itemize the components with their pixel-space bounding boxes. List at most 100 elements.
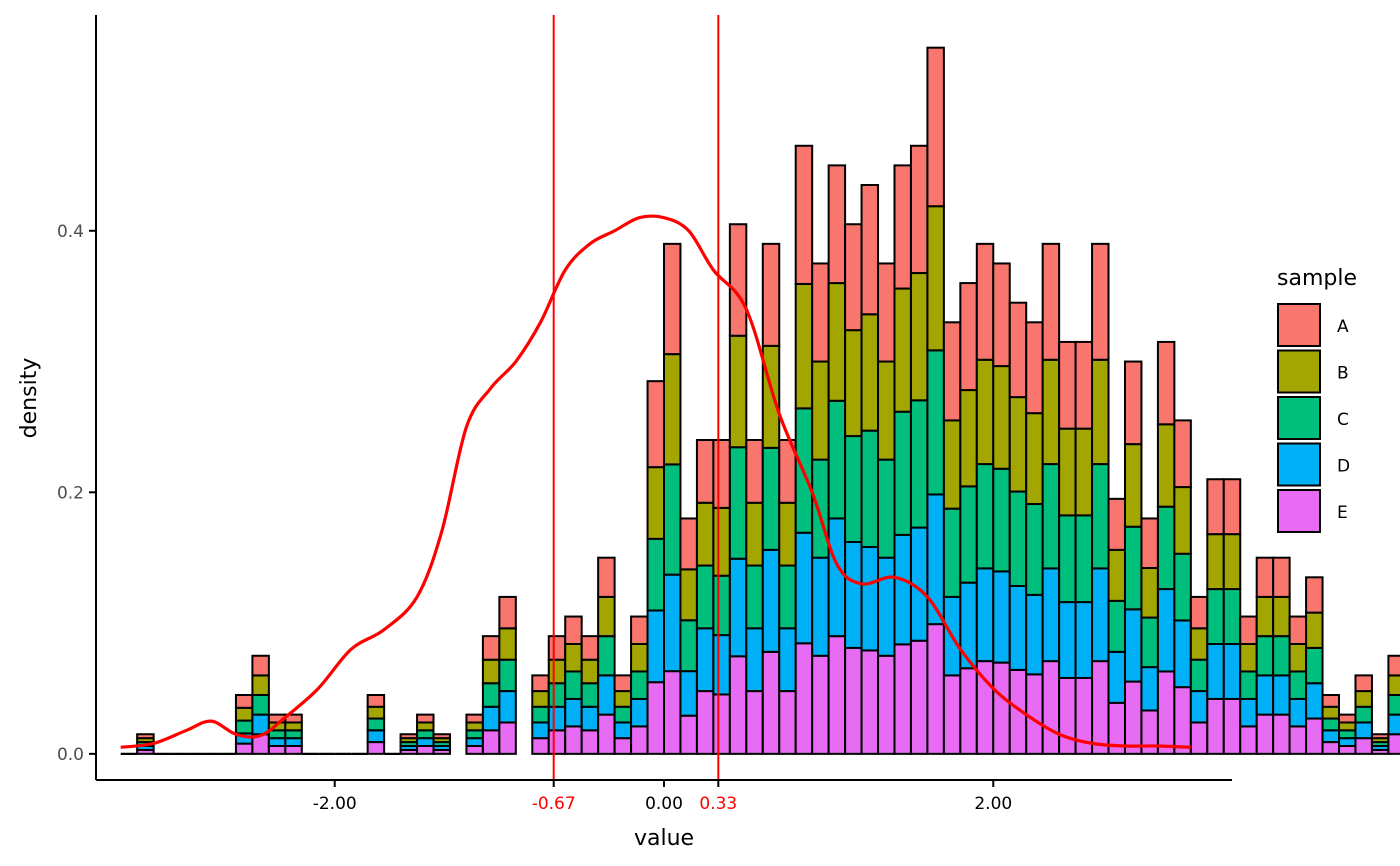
bar-segment-B xyxy=(1041,358,1061,466)
bar-segment-E xyxy=(745,690,764,755)
bar-segment-A xyxy=(366,694,386,708)
bar-segment-A xyxy=(679,517,698,571)
bar-segment-D xyxy=(1206,643,1225,700)
bar-segment-A xyxy=(1041,242,1061,361)
bar-segment-C xyxy=(613,705,633,724)
bar-segment-E xyxy=(1338,745,1357,755)
bar-segment-D xyxy=(778,627,797,693)
legend-title: sample xyxy=(1277,266,1357,291)
bar-segment-E xyxy=(942,674,962,755)
bar-segment-A xyxy=(909,144,929,275)
bar-segment-C xyxy=(284,729,303,740)
y-axis-ticks: 0.0 0.2 0.4 xyxy=(57,222,96,765)
bar-segment-A xyxy=(1222,478,1242,536)
x-tick-label: 0.00 xyxy=(645,794,683,814)
bar-segment-A xyxy=(1206,478,1225,536)
bar-segment-B xyxy=(284,721,303,732)
reference-line-labels: -0.67 0.33 xyxy=(532,780,737,814)
bar-segment-A xyxy=(547,635,567,661)
bar-segment-A xyxy=(432,733,451,740)
bar-segment-C xyxy=(1041,463,1061,570)
bar-segment-D xyxy=(580,705,600,732)
bar-segment-D xyxy=(1008,584,1028,671)
bar-segment-A xyxy=(1338,713,1357,724)
bar-segment-A xyxy=(1025,321,1044,415)
bar-segment-B xyxy=(926,205,945,352)
bar-segment-B xyxy=(234,706,254,722)
reference-lines xyxy=(552,15,720,780)
bar-segment-A xyxy=(794,144,814,285)
bar-segment-A xyxy=(465,713,484,724)
bar-segment-E xyxy=(481,729,501,755)
bar-segment-A xyxy=(728,223,748,337)
bar-segment-C xyxy=(926,349,945,496)
bar-segment-C xyxy=(630,670,649,700)
bar-segment-C xyxy=(1025,503,1044,596)
legend-label-B: B xyxy=(1337,364,1349,384)
bar-segment-E xyxy=(1387,733,1400,755)
bar-segment-E xyxy=(547,729,567,755)
bar-segment-D xyxy=(794,531,814,645)
bar-segment-B xyxy=(1074,427,1094,517)
bar-segment-B xyxy=(646,466,666,540)
bar-segment-E xyxy=(1058,676,1077,755)
bar-segment-E xyxy=(893,643,912,755)
bar-segment-E xyxy=(1041,660,1061,755)
bar-segment-B xyxy=(1140,567,1159,619)
bar-segment-C xyxy=(1058,514,1077,604)
bar-segment-E xyxy=(1025,673,1044,755)
bar-segment-D xyxy=(547,705,567,732)
bar-segment-C xyxy=(251,694,270,716)
bar-segment-A xyxy=(234,694,254,709)
bar-segment-B xyxy=(564,643,583,673)
bar-segment-B xyxy=(416,721,435,732)
bar-segment-C xyxy=(267,729,287,740)
bar-segment-D xyxy=(663,573,682,673)
bar-segment-D xyxy=(613,721,633,740)
bar-segment-A xyxy=(1140,517,1159,570)
bar-segment-E xyxy=(1255,713,1275,755)
bar-segment-C xyxy=(778,564,797,630)
bar-segment-A xyxy=(1321,694,1341,708)
bar-segment-A xyxy=(564,615,583,645)
bar-segment-C xyxy=(1305,646,1324,685)
bar-segment-D xyxy=(597,674,616,716)
y-axis-title: density xyxy=(17,358,42,439)
bar-segment-E xyxy=(794,642,814,755)
bar-segment-D xyxy=(1387,713,1400,736)
bar-segment-A xyxy=(893,164,912,290)
bar-segment-B xyxy=(613,690,633,708)
bar-segment-E xyxy=(580,729,600,755)
bar-segment-B xyxy=(1008,396,1028,493)
bar-segment-A xyxy=(597,556,616,598)
bar-segment-A xyxy=(1305,576,1324,614)
bar-segment-E xyxy=(926,623,945,755)
bar-segment-D xyxy=(1239,697,1258,728)
bar-segment-D xyxy=(1156,588,1176,673)
x-tick-label: 2.00 xyxy=(974,794,1012,814)
bar-segment-C xyxy=(1321,717,1341,732)
bar-segment-B xyxy=(251,674,270,697)
bar-segment-C xyxy=(745,564,764,630)
bar-segment-D xyxy=(1025,593,1044,676)
bar-segment-A xyxy=(399,733,419,740)
bar-segment-C xyxy=(695,564,715,630)
bar-segment-A xyxy=(1239,615,1258,645)
legend-swatch-C xyxy=(1277,396,1321,440)
bar-segment-E xyxy=(959,667,978,755)
bar-segment-E xyxy=(1189,721,1209,755)
bar-segment-B xyxy=(860,313,880,432)
bar-segment-B xyxy=(877,360,896,461)
bar-segment-B xyxy=(695,501,715,567)
bar-segment-B xyxy=(663,353,682,466)
bar-segment-E xyxy=(761,650,781,755)
legend-label-C: C xyxy=(1337,410,1349,430)
bar-segment-C xyxy=(547,682,567,708)
bar-segment-C xyxy=(893,410,912,536)
bar-segment-C xyxy=(1123,525,1143,611)
bar-segment-C xyxy=(1156,505,1176,591)
bar-segment-B xyxy=(811,360,830,461)
histogram-bars xyxy=(120,46,1400,755)
bar-segment-C xyxy=(234,719,254,735)
bar-segment-B xyxy=(942,419,962,510)
